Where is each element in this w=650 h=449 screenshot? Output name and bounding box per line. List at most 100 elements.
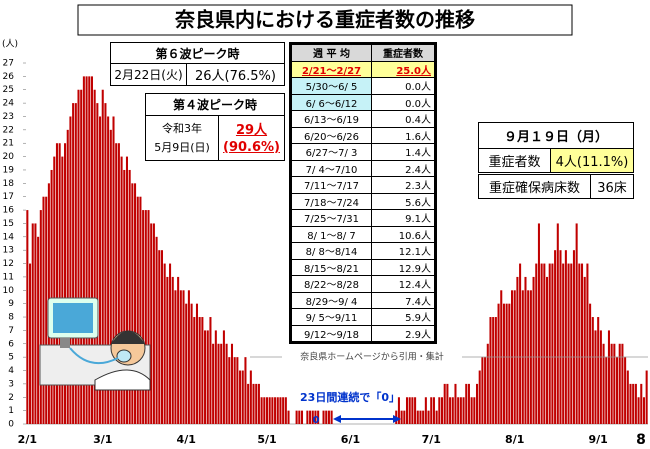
bar [117,143,120,424]
bar [265,397,269,424]
peak6-box: 第６波ピーク時 2月22日(火) 26人(76.5%) [110,42,285,86]
weekly-value: 2.4人 [371,159,435,177]
bar [31,223,34,424]
bar [99,116,102,425]
bar [309,410,312,424]
y-tick-label: 6 [8,339,14,349]
bar [562,263,565,424]
bar [624,357,627,424]
bar [419,410,422,424]
bar [152,223,155,424]
y-tick-label: 1 [8,406,14,416]
bar [263,397,266,424]
bar [589,303,592,424]
bar [554,250,557,424]
bar [473,397,476,424]
bar [322,410,325,424]
table-row: 8/29～9/ 4 7.4人 [291,291,435,309]
y-tick-label: 9 [8,299,14,309]
zero-label: 0 [313,415,320,426]
bar [597,317,600,424]
bar [160,250,164,424]
bar [185,303,188,424]
weekly-period: 8/ 8～8/14 [291,242,372,260]
y-tick-label: 10 [3,286,15,296]
bar [621,343,624,424]
table-row: 8/15～8/21 12.9人 [291,258,435,276]
bar [131,183,134,424]
bar [241,370,244,424]
bar [645,370,648,424]
bar [467,383,470,424]
y-tick-label: 7 [8,326,14,336]
weekly-value: 5.6人 [371,192,435,210]
bar [502,303,505,424]
bar [572,250,575,424]
y-tick-label: 15 [3,219,14,229]
bar [96,103,99,424]
x-tick-label: 3/1 [93,433,112,446]
severe-box: 重症者数 4人(11.1%) [478,148,634,173]
note-bg [282,351,462,363]
bar [150,223,153,424]
bar [470,397,473,424]
bar [244,357,247,424]
bar [629,383,632,424]
bar [567,263,570,424]
title-box [77,4,573,36]
table-row: 9/12～9/18 2.9人 [291,324,435,342]
bar [34,223,37,424]
bar [325,410,328,424]
weekly-value: 1.6人 [371,126,435,144]
table-row: 2/21～2/27 25.0人 [291,60,435,78]
bar [405,397,409,424]
y-tick-label: 17 [3,192,14,202]
bar [230,343,234,424]
bar [508,303,511,424]
peak4-year: 令和3年 [162,122,202,135]
page-number: 8 [636,432,646,448]
weekly-table-box: 週 平 均重症者数 2/21～2/27 25.0人 5/30～6/ 5 0.0人 6/ 6… [289,42,437,344]
x-tick-label: 7/1 [422,433,441,446]
bar [174,290,177,424]
bar [400,410,403,424]
weekly-value: 2.3人 [371,176,435,194]
bar [26,210,29,424]
bar [540,263,543,424]
bar [179,290,182,424]
bar [217,343,220,424]
y-unit: (人) [2,39,18,50]
y-tick-label: 3 [8,379,14,389]
peak6-header: 第６波ピーク時 [111,43,284,64]
y-tick-label: 12 [3,259,14,269]
table-row: 7/25～7/31 9.1人 [291,209,435,227]
bar [543,263,546,424]
bar [247,383,250,424]
weekly-period: 6/13～6/19 [291,110,372,128]
bar [50,169,53,424]
table-header-row: 週 平 均重症者数 [291,44,435,62]
y-tick-label: 4 [8,366,14,376]
table-row: 6/20～6/26 1.6人 [291,126,435,144]
bar [77,89,80,425]
x-tick-label: 2/1 [18,433,37,446]
x-tick-label: 5/1 [257,433,276,446]
bar [610,343,613,424]
bar [90,76,93,425]
bar [489,317,492,424]
bar [268,397,271,424]
weekly-period: 7/25～7/31 [291,209,372,227]
weekly-period: 9/12～9/18 [291,324,372,342]
patient-illustration [39,297,151,391]
bar [72,103,75,424]
weekly-value: 9.1人 [371,209,435,227]
weekly-period: 5/30～6/ 5 [291,77,372,95]
y-tick-label: 5 [8,353,14,363]
bar [37,236,40,424]
y-tick-label: 18 [3,179,15,189]
weekly-value: 7.4人 [371,291,435,309]
table-row: 8/ 1～8/ 7 10.6人 [291,225,435,243]
beds-box: 重症確保病床数 36床 [478,174,634,199]
bar [228,357,231,424]
table-row: 6/27～7/ 3 1.4人 [291,143,435,161]
